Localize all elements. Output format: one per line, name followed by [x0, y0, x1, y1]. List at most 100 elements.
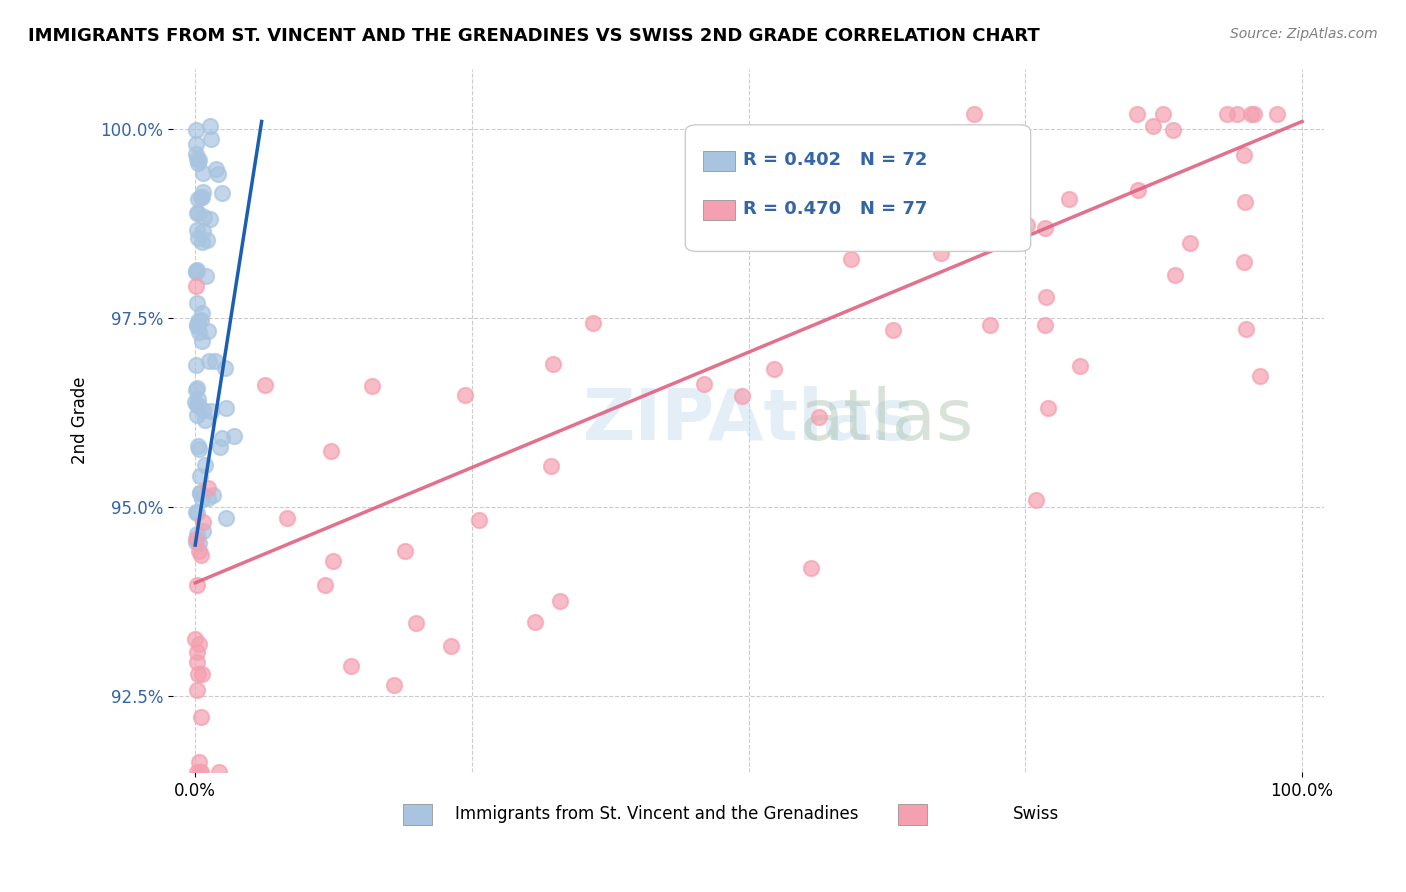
Point: [276, 511, 298, 525]
Point: [1234, 194, 1257, 209]
Point: [200, 131, 222, 145]
Point: [186, 645, 208, 659]
Point: [1161, 123, 1184, 137]
Point: [186, 409, 208, 423]
Point: [1142, 119, 1164, 133]
Point: [1243, 107, 1265, 121]
Point: [454, 388, 477, 402]
FancyBboxPatch shape: [898, 804, 927, 825]
Point: [214, 361, 236, 376]
Point: [582, 316, 605, 330]
Point: [209, 440, 232, 454]
Point: [1164, 268, 1187, 283]
Point: [440, 639, 463, 653]
Point: [184, 535, 207, 549]
Point: [800, 561, 823, 575]
Point: [191, 190, 214, 204]
Point: [186, 527, 208, 541]
Point: [851, 213, 873, 227]
Point: [190, 764, 212, 779]
Point: [198, 353, 221, 368]
Point: [200, 404, 222, 418]
Point: [190, 710, 212, 724]
Point: [548, 593, 571, 607]
Point: [197, 481, 219, 495]
Point: [187, 155, 209, 169]
Point: [187, 637, 209, 651]
Point: [1033, 221, 1056, 235]
Point: [1035, 290, 1057, 304]
Point: [191, 666, 214, 681]
Point: [205, 162, 228, 177]
Point: [215, 510, 238, 524]
Point: [184, 123, 207, 137]
Point: [1025, 492, 1047, 507]
Point: [193, 166, 215, 180]
Point: [211, 431, 233, 445]
Point: [207, 167, 229, 181]
Point: [1249, 369, 1271, 384]
Point: [191, 334, 214, 349]
Point: [184, 263, 207, 277]
Point: [1233, 147, 1256, 161]
Point: [1178, 236, 1201, 251]
Point: [186, 296, 208, 310]
Point: [1036, 401, 1059, 415]
Point: [187, 230, 209, 244]
Point: [709, 219, 731, 234]
Point: [208, 764, 231, 779]
Point: [963, 107, 986, 121]
Point: [191, 515, 214, 529]
Point: [188, 755, 211, 769]
Point: [204, 354, 226, 368]
Point: [188, 325, 211, 339]
Point: [1033, 318, 1056, 332]
Point: [202, 488, 225, 502]
Point: [190, 548, 212, 562]
Point: [187, 667, 209, 681]
Point: [190, 491, 212, 506]
Point: [186, 656, 208, 670]
Point: [824, 227, 846, 241]
Point: [198, 119, 221, 133]
Point: [215, 401, 238, 415]
Point: [186, 318, 208, 333]
Point: [184, 384, 207, 398]
Point: [186, 223, 208, 237]
Point: [541, 357, 564, 371]
Point: [693, 376, 716, 391]
Point: [523, 615, 546, 630]
Point: [382, 678, 405, 692]
Point: [468, 512, 491, 526]
Point: [184, 265, 207, 279]
Point: [184, 395, 207, 409]
Point: [811, 208, 834, 222]
Point: [1240, 107, 1263, 121]
Point: [882, 323, 904, 337]
Point: [361, 378, 384, 392]
Point: [193, 186, 215, 200]
Point: [187, 314, 209, 328]
Point: [190, 305, 212, 319]
Point: [187, 153, 209, 168]
Point: [188, 486, 211, 500]
Point: [1126, 107, 1149, 121]
Point: [191, 235, 214, 249]
Point: [1017, 219, 1039, 233]
Point: [187, 439, 209, 453]
Text: IMMIGRANTS FROM ST. VINCENT AND THE GRENADINES VS SWISS 2ND GRADE CORRELATION CH: IMMIGRANTS FROM ST. VINCENT AND THE GREN…: [28, 27, 1040, 45]
FancyBboxPatch shape: [685, 125, 1031, 252]
Point: [405, 615, 427, 630]
Point: [1216, 107, 1239, 121]
Point: [1126, 183, 1149, 197]
Text: R = 0.470   N = 77: R = 0.470 N = 77: [742, 200, 928, 219]
Point: [190, 312, 212, 326]
Point: [197, 324, 219, 338]
Point: [808, 409, 831, 424]
Point: [184, 505, 207, 519]
Text: atlas: atlas: [800, 385, 974, 455]
Point: [184, 358, 207, 372]
Point: [979, 318, 1001, 332]
Point: [186, 577, 208, 591]
Text: Swiss: Swiss: [1014, 805, 1060, 823]
